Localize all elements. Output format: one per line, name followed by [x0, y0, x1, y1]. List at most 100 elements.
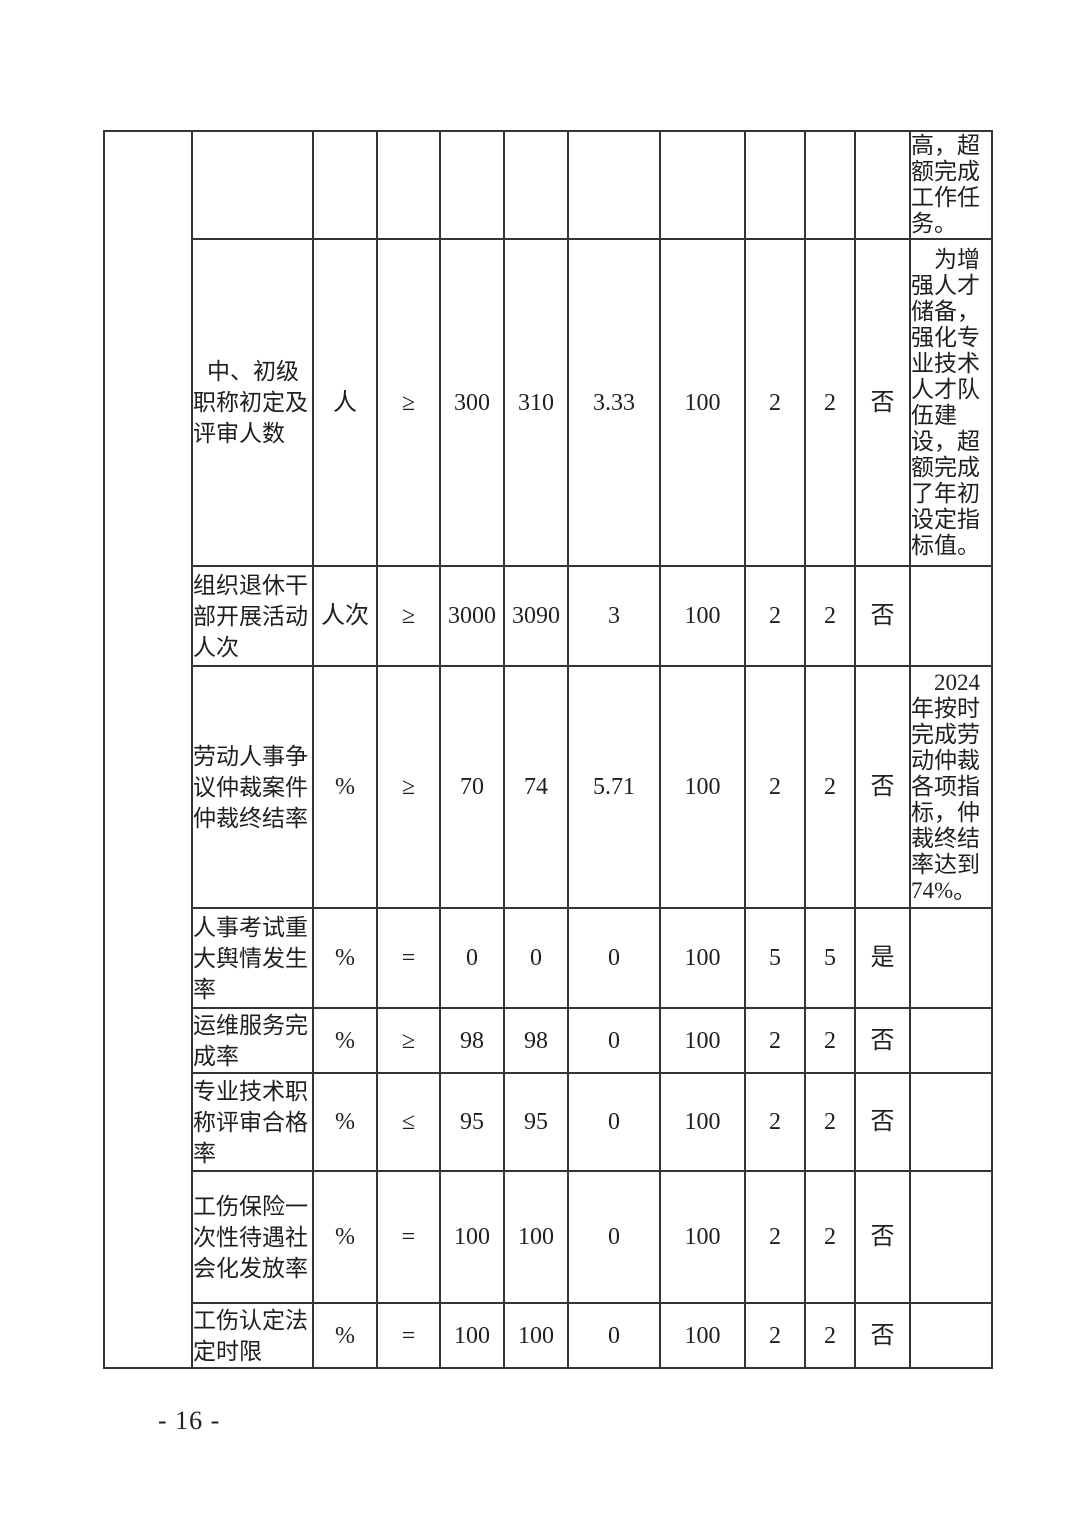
core-indicator-flag-cell: 是 — [854, 907, 911, 1009]
actual-value-cell — [503, 130, 569, 240]
comparison-operator-cell: ≥ — [376, 1007, 441, 1074]
comparison-operator-cell: ≤ — [376, 1072, 441, 1172]
weight-cell: 2 — [744, 1302, 806, 1369]
score-cell: 100 — [659, 238, 746, 567]
score-cell: 100 — [659, 907, 746, 1009]
weight-cell: 5 — [744, 907, 806, 1009]
indicator-name-cell: 工伤保险一次性待遇社会化发放率 — [191, 1170, 314, 1304]
deviation-rate-cell — [567, 130, 661, 240]
indicator-name-cell: 人事考试重大舆情发生率 — [191, 907, 314, 1009]
remark-cell: 为增强人才储备，强化专业技术人才队伍建设，超额完成了年初设定指标值。 — [909, 238, 993, 567]
table-row: 劳动人事争议仲裁案件仲裁终结率% ≥70 74 5.71 100 2 2 否 2024年按时完成… — [104, 665, 993, 909]
actual-value-cell: 95 — [503, 1072, 569, 1172]
deviation-rate-cell: 5.71 — [567, 665, 661, 909]
remark-cell: 高，超额完成工作任务。 — [909, 130, 993, 240]
indicator-name-cell: 运维服务完成率 — [191, 1007, 314, 1074]
comparison-operator-cell: ≥ — [376, 565, 441, 667]
actual-value-cell: 3090 — [503, 565, 569, 667]
points-cell: 2 — [804, 1072, 856, 1172]
weight-cell: 2 — [744, 1072, 806, 1172]
comparison-operator-cell: = — [376, 1302, 441, 1369]
unit-cell: % — [312, 1007, 378, 1074]
indicator-name-cell: 组织退休干部开展活动人次 — [191, 565, 314, 667]
weight-cell: 2 — [744, 238, 806, 567]
weight-cell — [744, 130, 806, 240]
target-value-cell: 98 — [439, 1007, 505, 1074]
remark-cell — [909, 1072, 993, 1172]
performance-indicators-table: 高，超额完成工作任务。 中、初级职称初定及评审人数人 ≥300 310 3.33 100 2… — [103, 130, 993, 1369]
table-row: 运维服务完成率% ≥98 98 0 100 2 2 否 — [104, 1007, 993, 1074]
points-cell — [804, 130, 856, 240]
core-indicator-flag-cell: 否 — [854, 1302, 911, 1369]
actual-value-cell: 100 — [503, 1170, 569, 1304]
target-value-cell — [439, 130, 505, 240]
remark-cell — [909, 1170, 993, 1304]
table-row: 工伤认定法定时限% = 100 100 0 100 2 2 否 — [104, 1302, 993, 1369]
score-cell: 100 — [659, 1007, 746, 1074]
table-row: 人事考试重大舆情发生率% = 0 0 0 100 5 5 是 — [104, 907, 993, 1009]
core-indicator-flag-cell: 否 — [854, 238, 911, 567]
deviation-rate-cell: 0 — [567, 907, 661, 1009]
target-value-cell: 300 — [439, 238, 505, 567]
deviation-rate-cell: 0 — [567, 1007, 661, 1074]
table-row: 组织退休干部开展活动人次 人次 ≥3000 3090 3 100 2 2 否 — [104, 565, 993, 667]
score-cell: 100 — [659, 565, 746, 667]
actual-value-cell: 0 — [503, 907, 569, 1009]
points-cell: 2 — [804, 1302, 856, 1369]
comparison-operator-cell: = — [376, 907, 441, 1009]
core-indicator-flag-cell: 否 — [854, 1072, 911, 1172]
score-cell: 100 — [659, 1072, 746, 1172]
remark-cell — [909, 1007, 993, 1074]
unit-cell: % — [312, 1170, 378, 1304]
actual-value-cell: 98 — [503, 1007, 569, 1074]
weight-cell: 2 — [744, 665, 806, 909]
unit-cell: 人 — [312, 238, 378, 567]
score-cell — [659, 130, 746, 240]
core-indicator-flag-cell: 否 — [854, 1170, 911, 1304]
points-cell: 2 — [804, 665, 856, 909]
deviation-rate-cell: 0 — [567, 1170, 661, 1304]
points-cell: 2 — [804, 1007, 856, 1074]
weight-cell: 2 — [744, 565, 806, 667]
comparison-operator-cell: ≥ — [376, 665, 441, 909]
target-value-cell: 100 — [439, 1170, 505, 1304]
table-row: 中、初级职称初定及评审人数人 ≥300 310 3.33 100 2 2 否为增强人才储备，强… — [104, 238, 993, 567]
points-cell: 2 — [804, 1170, 856, 1304]
unit-cell: 人次 — [312, 565, 378, 667]
target-value-cell: 95 — [439, 1072, 505, 1172]
actual-value-cell: 100 — [503, 1302, 569, 1369]
deviation-rate-cell: 0 — [567, 1072, 661, 1172]
target-value-cell: 70 — [439, 665, 505, 909]
table-row: 工伤保险一次性待遇社会化发放率% = 100 100 0 100 2 2 否 — [104, 1170, 993, 1304]
deviation-rate-cell: 0 — [567, 1302, 661, 1369]
target-value-cell: 100 — [439, 1302, 505, 1369]
page-number: - 16 - — [158, 1406, 221, 1435]
deviation-rate-cell: 3.33 — [567, 238, 661, 567]
actual-value-cell: 310 — [503, 238, 569, 567]
weight-cell: 2 — [744, 1170, 806, 1304]
unit-cell — [312, 130, 378, 240]
unit-cell: % — [312, 1302, 378, 1369]
remark-cell: 2024年按时完成劳动仲裁各项指标，仲裁终结率达到74%。 — [909, 665, 993, 909]
unit-cell: % — [312, 1072, 378, 1172]
target-value-cell: 3000 — [439, 565, 505, 667]
indicator-name-cell: 专业技术职称评审合格率 — [191, 1072, 314, 1172]
table-row: 高，超额完成工作任务。 — [103, 130, 993, 1369]
comparison-operator-cell — [376, 130, 441, 240]
core-indicator-flag-cell: 否 — [854, 1007, 911, 1074]
remark-cell — [909, 1302, 993, 1369]
score-cell: 100 — [659, 1302, 746, 1369]
comparison-operator-cell: = — [376, 1170, 441, 1304]
deviation-rate-cell: 3 — [567, 565, 661, 667]
actual-value-cell: 74 — [503, 665, 569, 909]
category-spanning-cell — [103, 130, 193, 1369]
points-cell: 2 — [804, 238, 856, 567]
core-indicator-flag-cell — [854, 130, 911, 240]
score-cell: 100 — [659, 1170, 746, 1304]
performance-table-body: 高，超额完成工作任务。 中、初级职称初定及评审人数人 ≥300 310 3.33 100 2… — [103, 130, 993, 1369]
unit-cell: % — [312, 665, 378, 909]
remark-cell — [909, 565, 993, 667]
target-value-cell: 0 — [439, 907, 505, 1009]
comparison-operator-cell: ≥ — [376, 238, 441, 567]
